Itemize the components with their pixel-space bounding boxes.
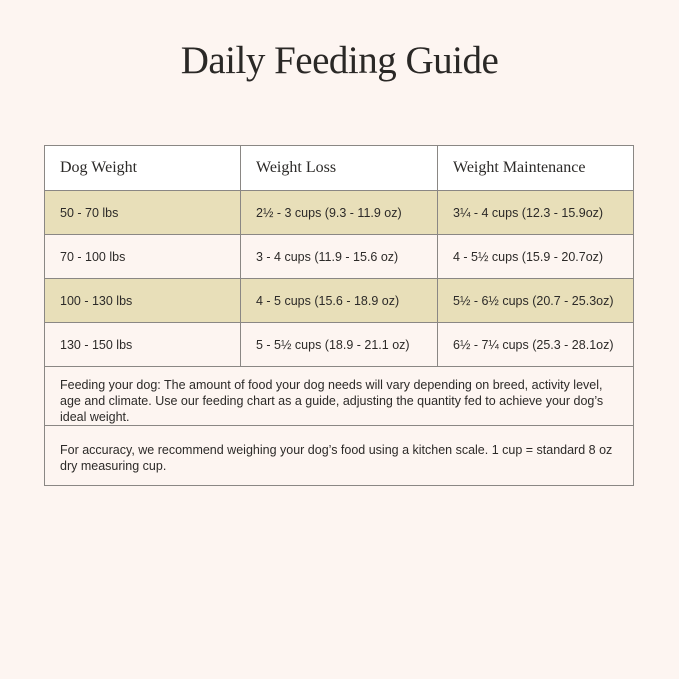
dog-weight-cell: 70 - 100 lbs xyxy=(45,235,241,278)
dog-weight-cell: 100 - 130 lbs xyxy=(45,279,241,322)
feeding-note: Feeding your dog: The amount of food you… xyxy=(45,367,633,425)
table-row: 70 - 100 lbs 3 - 4 cups (11.9 - 15.6 oz)… xyxy=(45,235,633,279)
page-title: Daily Feeding Guide xyxy=(180,39,499,82)
feeding-table: Dog Weight Weight Loss Weight Maintenanc… xyxy=(44,145,634,486)
table-header-row: Dog Weight Weight Loss Weight Maintenanc… xyxy=(45,146,633,191)
dog-weight-cell: 50 - 70 lbs xyxy=(45,191,241,234)
dog-weight-cell: 130 - 150 lbs xyxy=(45,323,241,366)
table-row: 130 - 150 lbs 5 - 5½ cups (18.9 - 21.1 o… xyxy=(45,323,633,367)
table-row: 100 - 130 lbs 4 - 5 cups (15.6 - 18.9 oz… xyxy=(45,279,633,323)
weight-maintenance-cell: 3¼ - 4 cups (12.3 - 15.9oz) xyxy=(453,205,604,220)
weight-maintenance-cell: 4 - 5½ cups (15.9 - 20.7oz) xyxy=(453,249,604,264)
weight-loss-cell: 2½ - 3 cups (9.3 - 11.9 oz) xyxy=(241,191,438,234)
header-weight-loss: Weight Loss xyxy=(241,146,438,190)
header-weight-maintenance: Weight Maintenance xyxy=(453,159,586,176)
table-row: 50 - 70 lbs 2½ - 3 cups (9.3 - 11.9 oz) … xyxy=(45,191,633,235)
header-dog-weight: Dog Weight xyxy=(45,146,241,190)
weight-maintenance-cell: 5½ - 6½ cups (20.7 - 25.3oz) xyxy=(453,293,614,308)
accuracy-note: For accuracy, we recommend weighing your… xyxy=(45,426,633,485)
weight-loss-cell: 4 - 5 cups (15.6 - 18.9 oz) xyxy=(241,279,438,322)
weight-loss-cell: 5 - 5½ cups (18.9 - 21.1 oz) xyxy=(241,323,438,366)
note-row: Feeding your dog: The amount of food you… xyxy=(45,367,633,426)
weight-maintenance-cell: 6½ - 7¼ cups (25.3 - 28.1oz) xyxy=(453,337,614,352)
note-row: For accuracy, we recommend weighing your… xyxy=(45,426,633,485)
weight-loss-cell: 3 - 4 cups (11.9 - 15.6 oz) xyxy=(241,235,438,278)
